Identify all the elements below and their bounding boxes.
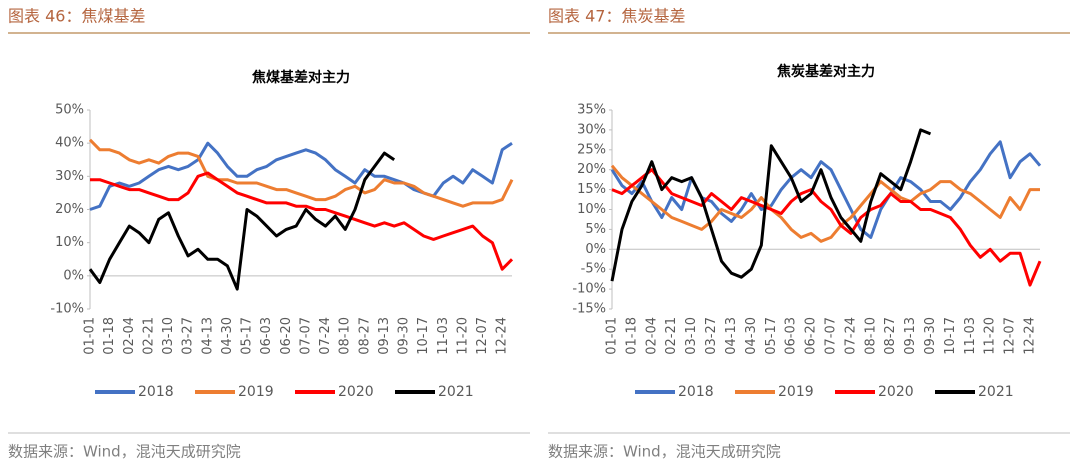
- x-tick-label: 02-04: [122, 317, 137, 355]
- x-tick-label: 07-24: [843, 317, 858, 355]
- y-tick-label: 35%: [577, 103, 606, 118]
- y-tick-label: -5%: [581, 262, 606, 277]
- legend-label: 2018: [138, 384, 174, 400]
- legend-label: 2020: [878, 384, 914, 400]
- y-tick-label: 30%: [55, 169, 84, 184]
- x-tick-label: 11-03: [963, 317, 978, 355]
- x-tick-label: 01-01: [605, 317, 620, 355]
- series-line: [610, 140, 1042, 239]
- x-tick-label: 10-17: [943, 317, 958, 355]
- y-tick-label: -10%: [572, 282, 606, 297]
- x-tick-label: 11-20: [455, 317, 470, 355]
- y-tick-label: 40%: [55, 136, 84, 151]
- x-tick-label: 05-17: [764, 317, 779, 355]
- x-tick-label: 06-03: [784, 317, 799, 355]
- y-tick-label: 5%: [585, 222, 606, 237]
- x-tick-label: 07-07: [823, 317, 838, 355]
- x-tick-label: 09-13: [903, 317, 918, 355]
- series-line: [88, 138, 514, 208]
- x-tick-label: 09-30: [923, 317, 938, 355]
- source-note: 数据来源：Wind，混沌天成研究院: [548, 443, 781, 461]
- chart-title: 焦煤基差对主力: [251, 69, 350, 86]
- series-line: [90, 171, 514, 271]
- x-tick-label: 06-03: [259, 317, 274, 355]
- legend-label: 2021: [978, 384, 1014, 400]
- legend-label: 2019: [238, 384, 274, 400]
- x-tick-label: 08-27: [357, 317, 372, 355]
- series-line: [88, 151, 396, 291]
- figure-caption: 图表 47：焦炭基差: [548, 7, 685, 26]
- y-tick-label: 50%: [55, 103, 84, 118]
- x-tick-label: 03-27: [704, 317, 719, 355]
- series-line: [610, 164, 1040, 243]
- x-tick-label: 12-24: [495, 317, 510, 355]
- x-tick-label: 04-13: [200, 317, 215, 355]
- chart-title: 焦炭基差对主力: [776, 63, 875, 80]
- x-tick-label: 02-04: [644, 317, 659, 355]
- x-tick-label: 07-24: [318, 317, 333, 355]
- y-tick-label: 25%: [577, 142, 606, 157]
- x-tick-label: 11-03: [436, 317, 451, 355]
- x-tick-label: 04-13: [724, 317, 739, 355]
- figure-caption: 图表 46：焦煤基差: [8, 7, 145, 26]
- x-tick-label: 03-27: [181, 317, 196, 355]
- x-tick-label: 08-27: [883, 317, 898, 355]
- x-tick-label: 11-20: [983, 317, 998, 355]
- y-tick-label: -15%: [572, 302, 606, 317]
- legend-label: 2020: [338, 384, 374, 400]
- x-tick-label: 06-20: [279, 317, 294, 355]
- y-tick-label: 10%: [577, 202, 606, 217]
- legend-label: 2019: [778, 384, 814, 400]
- x-tick-label: 09-13: [377, 317, 392, 355]
- legend-label: 2021: [438, 384, 474, 400]
- x-tick-label: 01-18: [102, 317, 117, 355]
- y-tick-label: 10%: [55, 235, 84, 250]
- series-line: [89, 141, 513, 211]
- x-tick-label: 01-18: [624, 317, 639, 355]
- legend-label: 2018: [678, 384, 714, 400]
- x-tick-label: 02-21: [141, 317, 156, 355]
- source-note: 数据来源：Wind，混沌天成研究院: [8, 443, 241, 461]
- x-tick-label: 12-07: [475, 317, 490, 355]
- x-tick-label: 03-10: [161, 317, 176, 355]
- y-tick-label: -10%: [50, 302, 84, 317]
- x-tick-label: 12-07: [1003, 317, 1018, 355]
- x-tick-label: 10-17: [416, 317, 431, 355]
- x-tick-label: 02-21: [664, 317, 679, 355]
- x-tick-label: 04-30: [220, 317, 235, 355]
- x-tick-label: 04-30: [744, 317, 759, 355]
- x-tick-label: 06-20: [804, 317, 819, 355]
- y-tick-label: 0%: [63, 268, 84, 283]
- series-line: [610, 128, 932, 282]
- x-tick-label: 07-07: [298, 317, 313, 355]
- x-tick-label: 01-01: [83, 317, 98, 355]
- y-tick-label: 20%: [55, 202, 84, 217]
- x-tick-label: 05-17: [240, 317, 255, 355]
- y-tick-label: 0%: [585, 242, 606, 257]
- y-tick-label: 15%: [577, 182, 606, 197]
- x-tick-label: 08-10: [863, 317, 878, 355]
- x-tick-label: 12-24: [1023, 317, 1038, 355]
- x-tick-label: 08-10: [338, 317, 353, 355]
- x-tick-label: 03-10: [684, 317, 699, 355]
- series-line: [611, 168, 1042, 287]
- y-tick-label: 20%: [577, 162, 606, 177]
- y-tick-label: 30%: [577, 122, 606, 137]
- x-tick-label: 09-30: [397, 317, 412, 355]
